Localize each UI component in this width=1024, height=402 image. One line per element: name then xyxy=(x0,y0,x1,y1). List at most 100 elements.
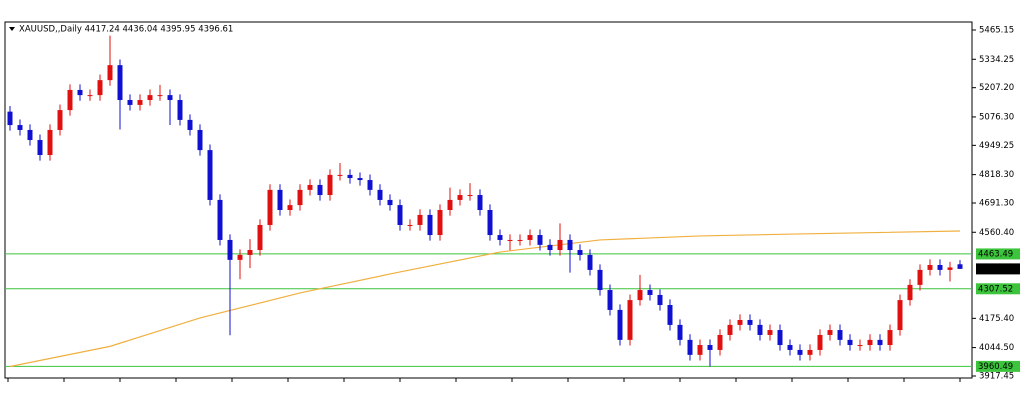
candle-body xyxy=(717,334,723,350)
candle-body xyxy=(87,95,93,97)
candle-body xyxy=(527,235,533,240)
candle-body xyxy=(287,205,293,211)
menu-triangle xyxy=(9,27,15,31)
candle-body xyxy=(67,89,73,111)
candle-body xyxy=(567,239,573,251)
level-label-bg xyxy=(976,360,1020,372)
y-tick-label: 4691.30 xyxy=(979,199,1014,209)
y-tick-label: 5465.15 xyxy=(979,26,1014,36)
candle-body xyxy=(867,339,873,346)
candle-body xyxy=(157,95,163,97)
candle-body xyxy=(727,324,733,335)
candle-body xyxy=(57,110,63,130)
candle-body xyxy=(837,330,843,340)
candle-body xyxy=(457,195,463,200)
candle-body xyxy=(247,250,253,255)
candle-body xyxy=(537,235,543,245)
candle-body xyxy=(427,214,433,236)
candle-body xyxy=(747,319,753,325)
candle-body xyxy=(397,205,403,225)
plot-frame xyxy=(4,21,973,379)
candle-body xyxy=(327,174,333,196)
candle-body xyxy=(407,224,413,226)
level-label-bg xyxy=(976,283,1020,295)
candle-body xyxy=(847,339,853,346)
candle-body xyxy=(497,235,503,240)
candle-body xyxy=(507,239,513,241)
candle-body xyxy=(677,324,683,340)
candle-body xyxy=(137,100,143,105)
y-tick-label: 5076.30 xyxy=(979,112,1014,122)
candle-body xyxy=(577,250,583,255)
candle-body xyxy=(47,129,53,156)
candle-body xyxy=(7,111,13,126)
candle-body xyxy=(887,330,893,346)
candle-body xyxy=(377,189,383,200)
candle-body xyxy=(817,334,823,350)
candle-body xyxy=(467,195,473,197)
candle-body xyxy=(447,199,453,211)
candle-body xyxy=(827,330,833,335)
candle-body xyxy=(667,305,673,325)
candle-body xyxy=(17,125,23,130)
candle-body xyxy=(687,339,693,355)
candle-body xyxy=(907,284,913,301)
candle-body xyxy=(487,210,493,236)
y-tick-label: 4044.50 xyxy=(979,343,1014,353)
candle-body xyxy=(807,349,813,355)
candle-body xyxy=(27,129,33,141)
level-label: 4463.49 xyxy=(978,249,1013,259)
candle-body xyxy=(757,324,763,335)
candle-body xyxy=(697,345,703,355)
y-tick-label: 4949.25 xyxy=(979,141,1014,151)
candle-body xyxy=(367,180,373,190)
y-tick-label: 5334.25 xyxy=(979,55,1014,65)
candle-body xyxy=(657,294,663,306)
candle-body xyxy=(77,89,83,96)
candle-body xyxy=(517,239,523,241)
candle-body xyxy=(257,224,263,251)
level-label: 3960.49 xyxy=(978,362,1013,372)
candle-body xyxy=(917,269,923,285)
candle-body xyxy=(637,290,643,301)
candle-body xyxy=(617,309,623,340)
candle-body xyxy=(277,189,283,211)
candle-body xyxy=(177,100,183,120)
candle-body xyxy=(357,178,363,181)
candle-body xyxy=(147,95,153,101)
candle-body xyxy=(597,269,603,291)
candle-body xyxy=(947,267,953,270)
candle-body xyxy=(107,65,113,81)
candle-body xyxy=(787,345,793,350)
candle-body xyxy=(777,330,783,346)
candle-body xyxy=(37,140,43,156)
candle-body xyxy=(547,244,553,251)
candle-body xyxy=(197,129,203,151)
y-tick-label: 4818.30 xyxy=(979,170,1014,180)
price-label-bg xyxy=(976,263,1020,275)
candle-body xyxy=(237,254,243,260)
y-tick-label: 5207.20 xyxy=(979,83,1014,93)
moving-average xyxy=(9,230,961,368)
candle-body xyxy=(97,80,103,96)
candle-body xyxy=(167,95,173,101)
candle-body xyxy=(297,189,303,206)
candle-body xyxy=(417,214,423,225)
candle-body xyxy=(307,184,313,190)
candle-body xyxy=(347,174,353,179)
y-tick-label: 4560.40 xyxy=(979,228,1014,238)
candle-body xyxy=(227,239,233,260)
price-label: 4396.61 xyxy=(978,264,1013,274)
candle-body xyxy=(737,319,743,325)
level-label: 4307.52 xyxy=(978,284,1013,294)
candle-body xyxy=(217,199,223,240)
candle-body xyxy=(267,189,273,225)
candle-body xyxy=(317,184,323,196)
candle-body xyxy=(647,290,653,295)
candle-body xyxy=(627,300,633,340)
candle-body xyxy=(387,199,393,206)
candle-body xyxy=(707,345,713,350)
candle-body xyxy=(897,300,903,331)
